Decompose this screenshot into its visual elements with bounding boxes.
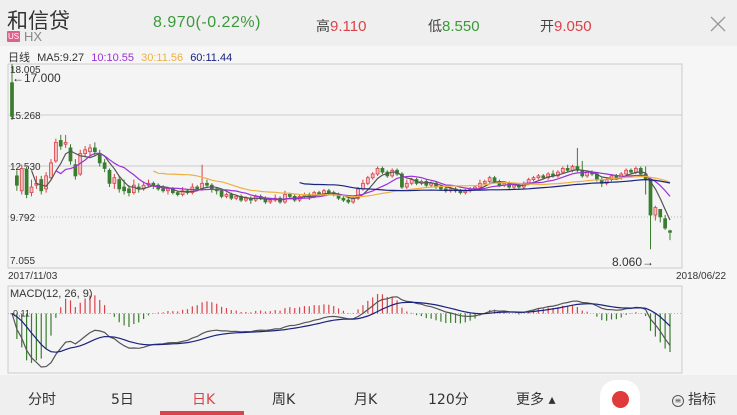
svg-text:7.055: 7.055 [10,256,35,267]
active-tab-indicator [160,411,244,415]
svg-text:-0.11: -0.11 [10,308,30,318]
svg-text:8.060→: 8.060→ [612,255,654,269]
ma-legend: 日线 MA5:9.27 10:10.55 30:11.56 60:11.44 [8,49,236,65]
stock-name: 和信贷 [7,9,70,33]
svg-text:9.792: 9.792 [10,213,35,224]
tab-5day[interactable]: 5日 [111,392,134,408]
svg-text:15.268: 15.268 [10,111,41,122]
ma30-value: 30:11.56 [141,52,184,64]
open-stat: 开9.050 [540,16,592,36]
stock-header: 和信贷 US HX 8.970(-0.22%) 高9.110 低8.550 开9… [0,0,737,46]
low-stat: 低8.550 [428,16,480,36]
kline-chart[interactable]: 18.005 15.268 12.530 9.792 7.055 2017/11/03 20… [0,0,737,379]
period-label: 日线 [8,51,30,64]
svg-text:18.005: 18.005 [10,65,41,76]
ma10-value: 10:10.55 [91,52,135,64]
low-label: 低 [428,19,442,35]
ma5-value: MA5:9.27 [37,52,85,64]
svg-text:←17.000: ←17.000 [12,71,61,85]
ma60-value: 60:11.44 [190,52,233,64]
price-value: 8.970 [153,14,196,31]
open-value: 9.050 [554,18,592,35]
svg-text:2018/06/22: 2018/06/22 [676,271,726,282]
svg-text:12.530: 12.530 [10,162,41,173]
svg-text:2017/11/03: 2017/11/03 [8,271,58,282]
price-change: (-0.22%) [195,14,261,31]
tab-120min[interactable]: 120分 [428,392,469,408]
high-stat: 高9.110 [316,16,366,36]
high-value: 9.110 [330,18,367,35]
indicator-button[interactable]: ≡ 指标 [672,389,716,409]
tab-monthly-k[interactable]: 月K [354,392,378,408]
open-label: 开 [540,19,554,35]
svg-text:MACD(12, 26, 9): MACD(12, 26, 9) [10,288,93,300]
tab-more[interactable]: 更多 ▴ [516,392,556,408]
ticker-symbol: HX [24,29,43,44]
record-icon [612,391,629,408]
low-value: 8.550 [442,18,480,35]
indicator-icon: ≡ [672,395,684,407]
record-button[interactable] [600,380,640,415]
current-price: 8.970(-0.22%) [153,14,261,32]
indicator-label: 指标 [688,392,716,408]
tab-weekly-k[interactable]: 周K [272,392,296,408]
market-badge: US [7,31,20,42]
close-button[interactable] [708,14,728,34]
high-label: 高 [316,19,330,35]
tab-daily-k[interactable]: 日K [192,392,216,408]
tab-intraday[interactable]: 分时 [28,392,56,408]
close-icon [710,16,726,32]
